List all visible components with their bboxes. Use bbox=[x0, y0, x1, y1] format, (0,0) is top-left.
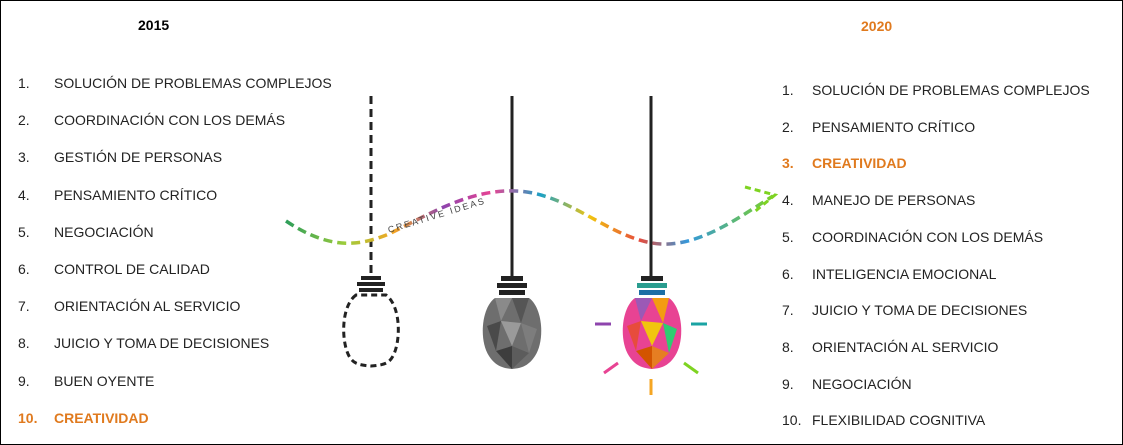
item-label: CONTROL DE CALIDAD bbox=[54, 261, 210, 277]
item-label: GESTIÓN DE PERSONAS bbox=[54, 149, 223, 166]
item-number: 1. bbox=[782, 82, 794, 98]
item-label: JUICIO Y TOMA DE DECISIONES bbox=[54, 335, 270, 352]
item-label: FLEXIBILIDAD COGNITIVA bbox=[812, 412, 986, 429]
item-label: MANEJO DE PERSONAS bbox=[812, 192, 976, 209]
creative-ideas-label: CREATIVE IDEAS bbox=[387, 196, 487, 235]
item-number: 8. bbox=[18, 335, 30, 352]
item-label: CREATIVIDAD bbox=[54, 409, 149, 426]
item-label: JUICIO Y TOMA DE DECISIONES bbox=[812, 302, 1028, 319]
item-number: 1. bbox=[18, 75, 30, 91]
item-label: SOLUCIÓN DE PROBLEMAS COMPLEJOS bbox=[812, 82, 1090, 98]
faceted-gray-bulb-icon bbox=[482, 276, 542, 369]
item-number: 10. bbox=[782, 412, 802, 429]
wavy-arrow-icon: CREATIVE IDEAS bbox=[285, 185, 779, 246]
item-number: 2. bbox=[18, 112, 30, 129]
item-number: 9. bbox=[18, 372, 30, 389]
item-number: 8. bbox=[782, 338, 794, 355]
item-number: 7. bbox=[18, 298, 30, 315]
item-number: 4. bbox=[18, 186, 30, 203]
item-label: CREATIVIDAD bbox=[812, 155, 907, 172]
item-number: 6. bbox=[18, 261, 30, 277]
item-label: NEGOCIACIÓN bbox=[54, 223, 154, 240]
item-number: 10. bbox=[18, 409, 38, 426]
item-label: BUEN OYENTE bbox=[54, 372, 155, 389]
item-label: ORIENTACIÓN AL SERVICIO bbox=[54, 298, 241, 315]
item-number: 3. bbox=[18, 149, 30, 166]
item-number: 2. bbox=[782, 118, 794, 135]
item-number: 3. bbox=[782, 155, 794, 172]
outline-bulb-icon bbox=[342, 276, 400, 368]
item-label: COORDINACIÓN CON LOS DEMÁS bbox=[812, 228, 1044, 245]
year-2020-heading: 2020 bbox=[861, 18, 893, 34]
item-number: 6. bbox=[782, 265, 794, 282]
item-label: INTELIGENCIA EMOCIONAL bbox=[812, 265, 997, 282]
colorful-glowing-bulb-icon bbox=[595, 276, 707, 395]
item-label: PENSAMIENTO CRÍTICO bbox=[812, 118, 976, 135]
item-number: 4. bbox=[782, 192, 794, 209]
item-number: 5. bbox=[782, 228, 794, 245]
item-label: COORDINACIÓN CON LOS DEMÁS bbox=[54, 112, 286, 129]
item-label: ORIENTACIÓN AL SERVICIO bbox=[812, 338, 999, 355]
item-number: 7. bbox=[782, 302, 794, 319]
item-label: PENSAMIENTO CRÍTICO bbox=[54, 186, 218, 203]
item-label: NEGOCIACIÓN bbox=[812, 375, 912, 392]
item-label: SOLUCIÓN DE PROBLEMAS COMPLEJOS bbox=[54, 75, 332, 91]
item-number: 5. bbox=[18, 223, 30, 240]
item-number: 9. bbox=[782, 375, 794, 392]
year-2015-heading: 2015 bbox=[138, 17, 170, 33]
